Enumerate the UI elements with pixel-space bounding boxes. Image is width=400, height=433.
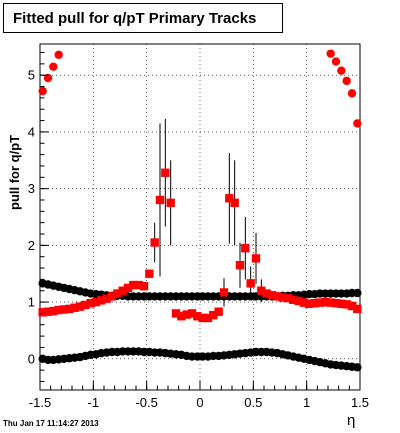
y-axis-label-text: pull for q/pT — [7, 134, 22, 210]
data-point-square — [129, 280, 138, 290]
x-tick-label: -1 — [88, 395, 100, 410]
data-point-square — [321, 297, 330, 307]
data-point-square — [54, 305, 63, 315]
y-tick-label: 1 — [28, 295, 35, 310]
data-point-square — [315, 298, 325, 307]
data-point-square — [262, 289, 271, 298]
data-point-circle — [353, 363, 362, 372]
data-point-square — [289, 295, 298, 305]
data-point-circle — [353, 288, 362, 298]
data-point-square — [86, 299, 95, 308]
x-tick-label: 0 — [196, 395, 203, 410]
data-point-square — [203, 313, 213, 323]
data-point-square — [166, 198, 175, 208]
data-point-square — [273, 292, 282, 301]
data-point-square — [347, 301, 357, 311]
x-axis-label: η — [347, 412, 356, 429]
data-point-circle — [331, 57, 341, 66]
data-point-square — [118, 286, 127, 295]
y-tick-label: 3 — [28, 181, 35, 196]
data-point-square — [310, 299, 319, 308]
data-point-square — [150, 238, 159, 247]
data-point-square — [294, 296, 303, 306]
data-points — [38, 49, 362, 372]
data-point-square — [331, 299, 341, 308]
data-point-square — [139, 282, 149, 291]
data-point-square — [241, 243, 250, 253]
data-point-square — [214, 307, 223, 316]
chart-title: Fitted pull for q/pT Primary Tracks — [3, 3, 283, 33]
data-point-square — [278, 293, 287, 302]
data-point-circle — [54, 50, 63, 59]
data-point-square — [177, 312, 186, 321]
data-point-square — [187, 309, 197, 318]
data-point-square — [283, 293, 293, 303]
data-point-square — [59, 305, 69, 314]
data-point-square — [225, 194, 234, 203]
data-point-square — [337, 299, 346, 308]
data-point-square — [102, 294, 111, 303]
data-point-square — [182, 310, 191, 319]
x-tick-label: 1 — [303, 395, 310, 410]
data-point-square — [75, 302, 85, 311]
data-point-circle — [49, 62, 58, 71]
y-tick-label: 0 — [28, 351, 35, 366]
grid — [39, 44, 361, 390]
data-point-square — [299, 298, 309, 307]
y-tick-label: 5 — [28, 68, 35, 83]
data-point-square — [198, 313, 207, 323]
data-point-square — [43, 307, 53, 316]
data-point-circle — [43, 73, 53, 83]
y-tick-label: 2 — [28, 238, 35, 253]
x-tick-label: 1.5 — [351, 395, 369, 410]
data-point-circle — [337, 66, 346, 75]
data-point-square — [65, 304, 74, 314]
data-point-square — [113, 289, 122, 298]
data-point-square — [342, 300, 351, 309]
data-point-square — [230, 198, 239, 208]
data-point-circle — [326, 49, 335, 58]
data-point-square — [91, 297, 101, 307]
data-point-square — [134, 280, 143, 290]
data-point-square — [267, 291, 277, 300]
data-point-circle — [38, 86, 47, 96]
data-point-square — [81, 300, 90, 310]
data-point-square — [353, 304, 362, 314]
data-point-square — [145, 269, 154, 278]
y-tick-label: 4 — [28, 124, 35, 139]
data-point-square — [235, 261, 245, 270]
axis-ticks — [39, 52, 361, 390]
data-point-square — [193, 312, 202, 321]
tick-labels: -1.5 -1 -0.5 0 0.5 1 1.5 0 1 2 3 4 5 — [28, 68, 369, 410]
data-point-square — [251, 254, 261, 263]
data-point-square — [246, 279, 255, 288]
data-point-square — [107, 292, 117, 301]
data-point-circle — [342, 76, 351, 86]
data-point-square — [155, 195, 165, 205]
data-point-square — [305, 299, 314, 308]
data-point-square — [326, 298, 335, 307]
data-point-square — [70, 303, 79, 312]
error-bars — [148, 118, 262, 307]
data-point-circle — [353, 119, 362, 128]
timestamp-footer: Thu Jan 17 11:14:27 2013 — [3, 419, 99, 428]
x-tick-label: 0.5 — [244, 395, 262, 410]
data-point-square — [257, 286, 266, 295]
data-point-square — [171, 309, 181, 318]
x-tick-label: -1.5 — [29, 395, 51, 410]
data-point-square — [123, 283, 133, 293]
data-point-square — [97, 296, 106, 305]
data-point-square — [161, 168, 170, 177]
x-tick-label: -0.5 — [135, 395, 157, 410]
data-point-circle — [347, 89, 357, 98]
data-point-square — [49, 306, 58, 316]
data-point-square — [219, 288, 229, 297]
chart-title-text: Fitted pull for q/pT Primary Tracks — [13, 9, 257, 27]
data-point-square — [209, 310, 218, 320]
data-point-square — [38, 308, 47, 317]
